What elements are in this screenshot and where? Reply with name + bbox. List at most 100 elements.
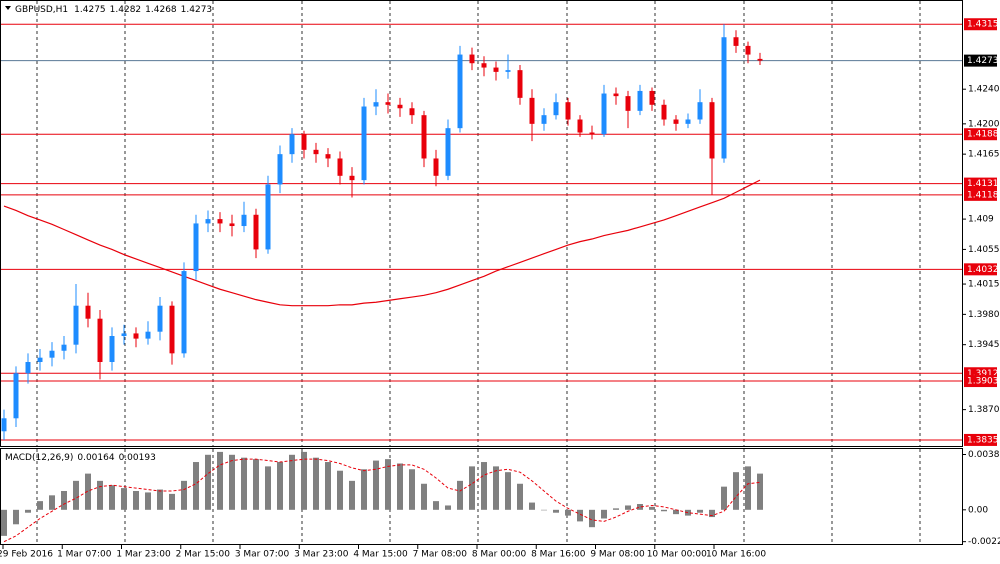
candle-body	[553, 102, 559, 116]
level-label-box	[964, 177, 997, 190]
macd-bar	[361, 469, 367, 510]
macd-bar	[481, 462, 487, 510]
header-open: 1.4275	[74, 5, 106, 15]
candle-body	[661, 104, 667, 120]
candle-body	[469, 54, 475, 64]
current-price-box	[964, 54, 997, 67]
x-tick-label: 10 Mar 00:00	[647, 550, 707, 560]
level-label-box	[964, 128, 997, 141]
candle-body	[541, 115, 547, 124]
macd-bar	[181, 480, 187, 510]
macd-bar	[325, 462, 331, 510]
candle-body	[121, 333, 127, 337]
macd-bar	[109, 485, 115, 510]
candle-body	[721, 37, 727, 159]
level-label-box	[964, 263, 997, 276]
candle-body	[445, 128, 451, 176]
macd-bar	[349, 480, 355, 510]
candle-body	[565, 102, 571, 120]
y-tick-label: 1.4165	[968, 150, 1000, 160]
macd-bar	[121, 488, 127, 510]
macd-bar	[277, 462, 283, 510]
candle-body	[73, 305, 79, 345]
macd-bar	[433, 501, 439, 510]
candle-body	[373, 102, 379, 107]
macd-bar	[169, 493, 175, 510]
candle-body	[301, 134, 307, 150]
macd-bar	[397, 463, 403, 510]
level-label-box	[964, 375, 997, 388]
candle-body	[49, 350, 55, 358]
macd-bar	[313, 457, 319, 510]
macd-bar	[469, 466, 475, 510]
candle-body	[733, 37, 739, 46]
macd-bar	[685, 509, 691, 516]
macd-bar	[589, 509, 595, 528]
macd-bar	[697, 509, 703, 513]
candle-body	[481, 63, 487, 68]
candle-body	[409, 108, 415, 116]
level-label-box	[964, 18, 997, 31]
macd-header: MACD(12,26,9) 0.00164 0.00193	[5, 453, 156, 463]
current-price-label: 1.4273	[967, 56, 999, 66]
macd-bar	[637, 504, 643, 510]
candle-body	[133, 333, 139, 339]
candle-body	[229, 223, 235, 227]
macd-panel	[0, 448, 963, 545]
macd-bar	[757, 473, 763, 510]
candle-body	[589, 132, 595, 135]
y-tick-label: 1.3945	[968, 340, 1000, 350]
candle-body	[709, 102, 715, 159]
header-low: 1.4268	[145, 5, 177, 15]
macd-bar	[253, 459, 259, 510]
macd-bar	[529, 502, 535, 510]
candle-body	[517, 70, 523, 98]
price-header: GBPUSD,H1 1.4275 1.4282 1.4268 1.4273	[15, 5, 212, 15]
macd-bar	[577, 509, 583, 522]
candle-body	[97, 318, 103, 362]
y-tick-label: 1.409	[968, 215, 994, 225]
y-tick-label: 1.3870	[968, 405, 1000, 415]
moving-average	[3, 179, 761, 307]
level-label-box	[964, 188, 997, 201]
candle-body	[685, 119, 691, 124]
macd-bar	[565, 509, 571, 516]
macd-bar	[649, 506, 655, 510]
candle-body	[205, 219, 211, 224]
x-tick-label: 1 Mar 07:00	[57, 550, 112, 560]
macd-bar	[217, 451, 223, 510]
macd-bar	[517, 483, 523, 510]
candle-body	[433, 158, 439, 176]
candle-body	[25, 361, 31, 374]
level-label: 1.3903	[967, 377, 999, 387]
macd-bar	[145, 492, 151, 510]
y-tick-label: 1.4240	[968, 85, 1000, 95]
x-tick-label: 3 Mar 07:00	[235, 550, 290, 560]
macd-bar	[1, 509, 7, 536]
menu-arrow[interactable]	[5, 6, 11, 10]
candle-body	[601, 93, 607, 135]
symbol: GBPUSD,H1	[15, 5, 68, 15]
x-tick-label: 9 Mar 08:00	[590, 550, 645, 560]
candle-body	[265, 184, 271, 250]
header-high: 1.4282	[110, 5, 142, 15]
candle-body	[625, 96, 631, 111]
macd-bar	[625, 505, 631, 510]
x-tick-label: 7 Mar 08:00	[413, 550, 468, 560]
level-label-box	[964, 433, 997, 446]
candle-body	[457, 54, 463, 129]
candle-body	[505, 70, 511, 72]
macd-bar	[721, 486, 727, 510]
level-label: 1.4315	[967, 20, 999, 30]
candle-body	[337, 158, 343, 176]
macd-bar	[289, 454, 295, 510]
candle-body	[109, 336, 115, 362]
macd-bar	[241, 457, 247, 510]
level-label: 1.4032	[967, 265, 999, 275]
x-tick-label: 4 Mar 15:00	[353, 550, 408, 560]
macd-bar	[49, 495, 55, 510]
y-tick-label: 1.4200	[968, 119, 1000, 129]
macd-bar	[613, 508, 619, 510]
macd-bar	[265, 466, 271, 510]
x-tick-label: 29 Feb 2016	[0, 550, 53, 560]
